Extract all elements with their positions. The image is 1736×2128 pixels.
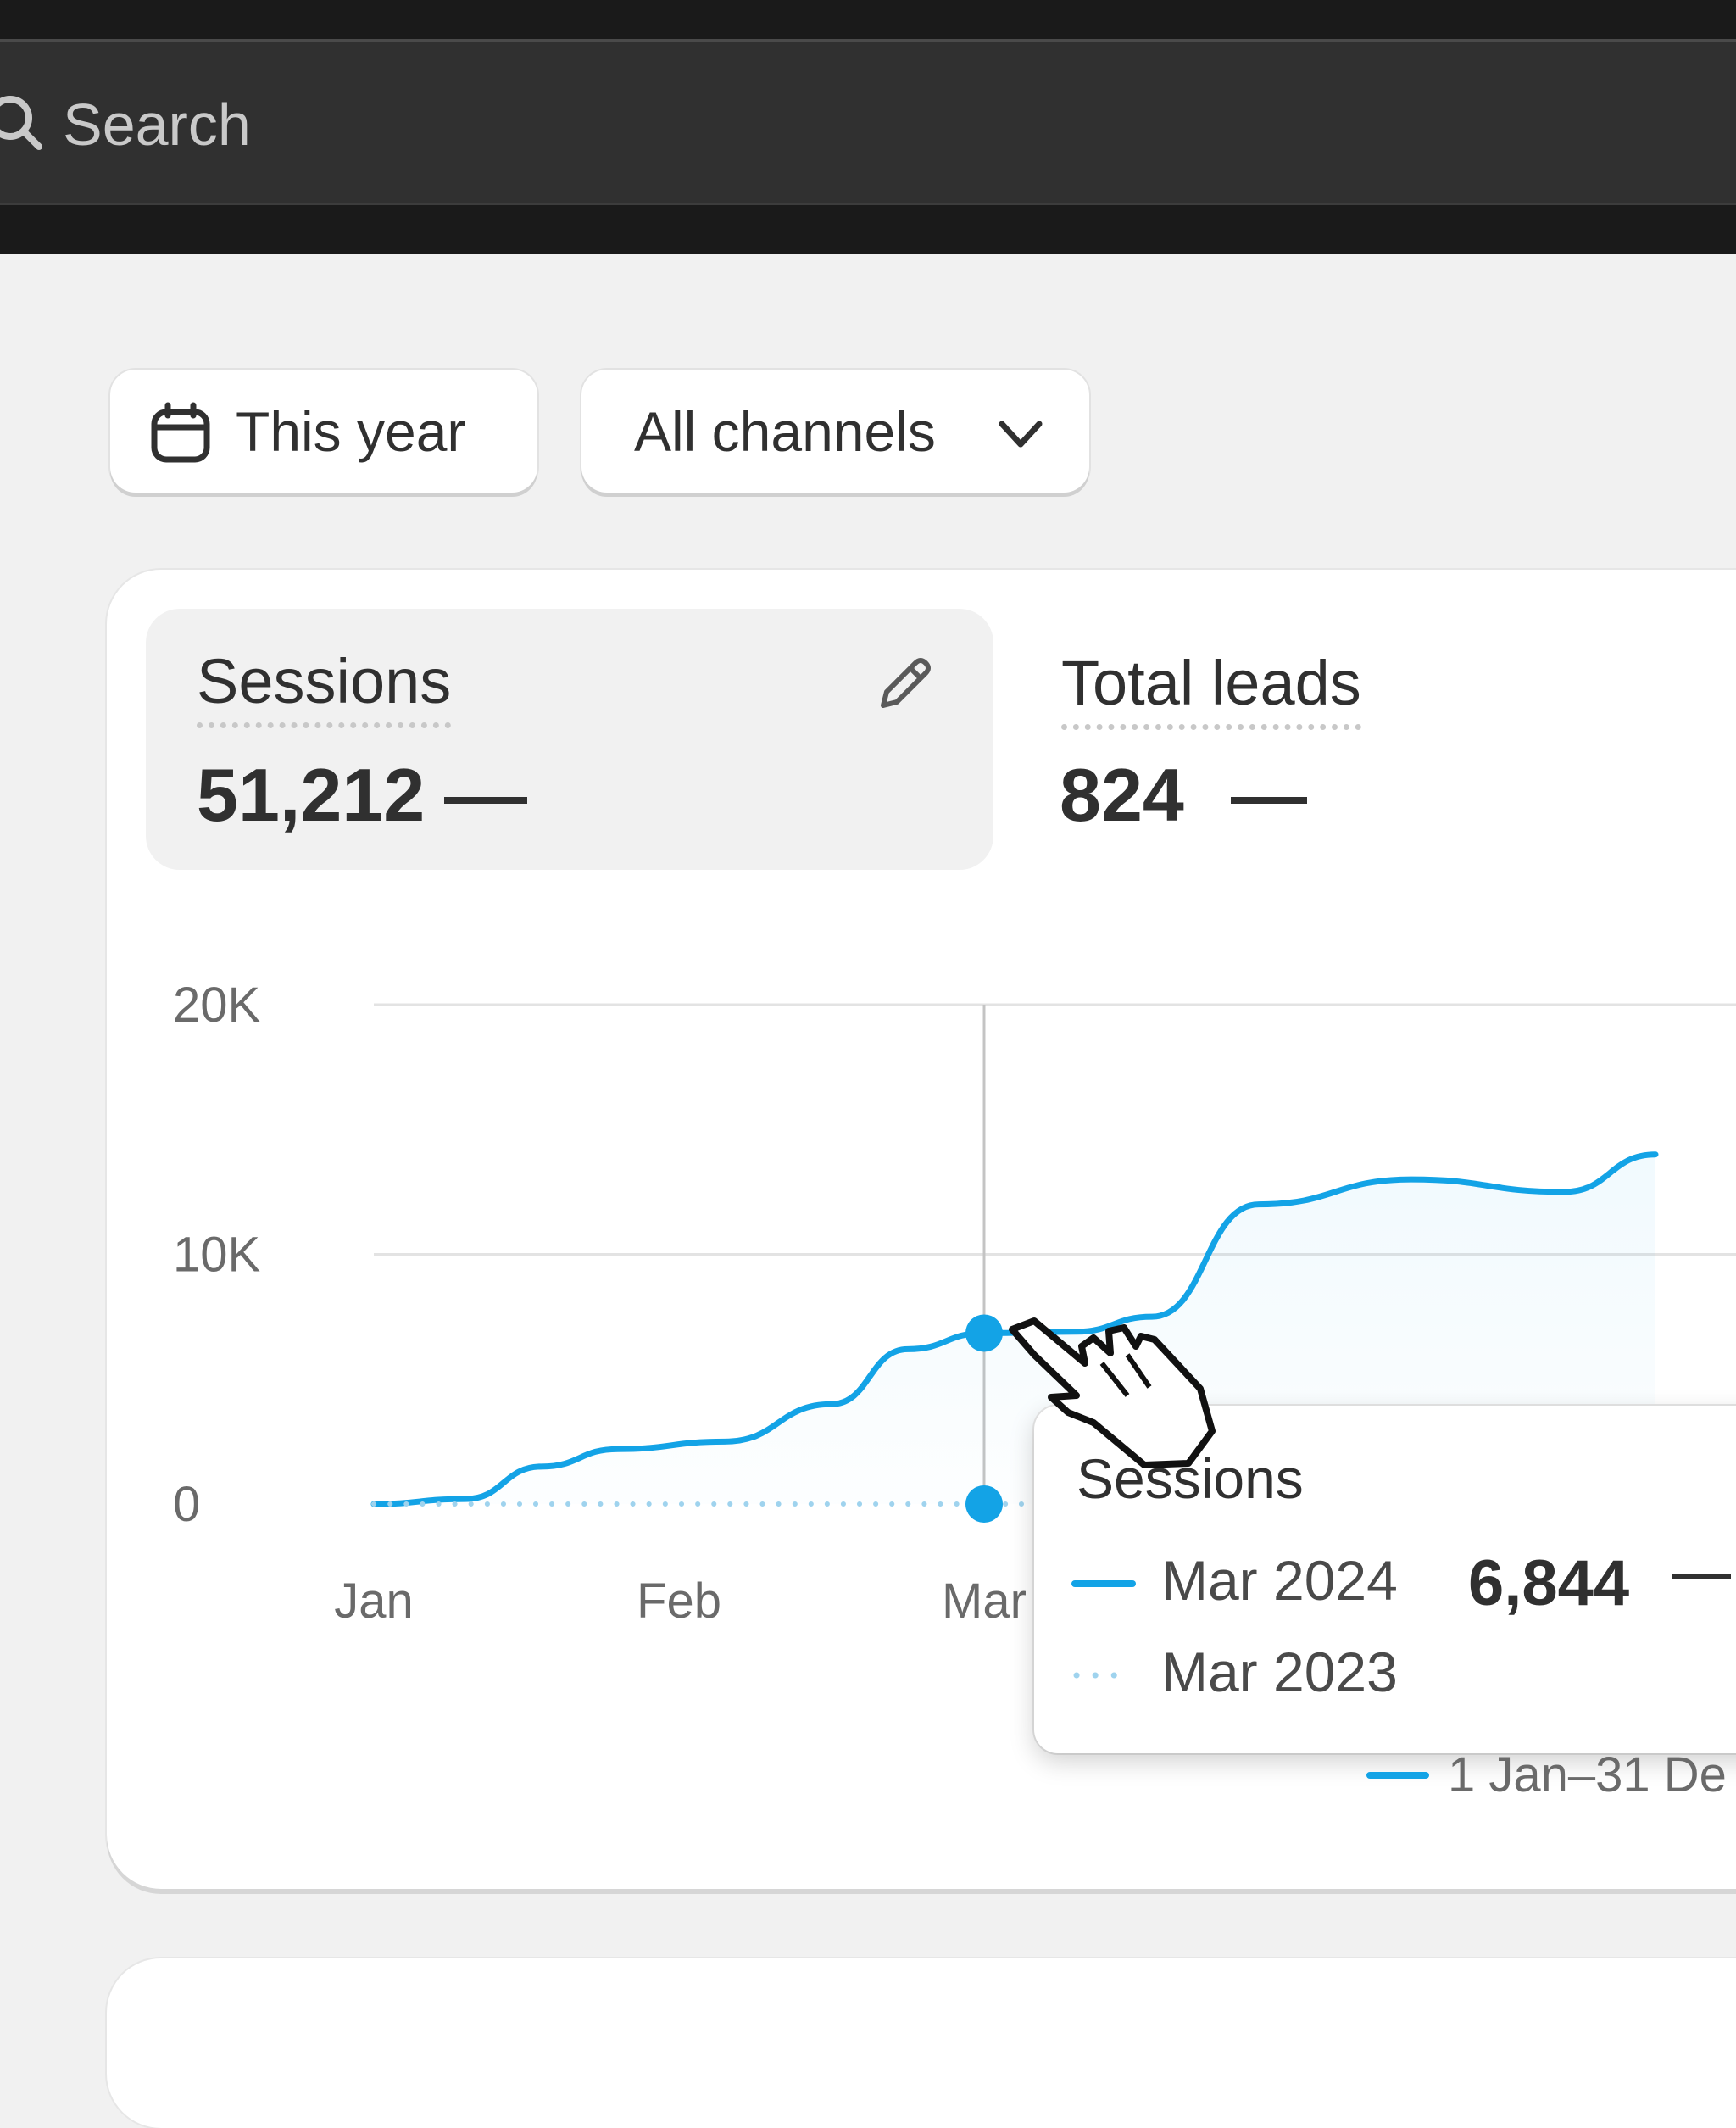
tooltip-dotted-swatch [1073,1672,1136,1679]
search-bar[interactable]: Search [0,39,1736,205]
secondary-card [107,1958,1736,2128]
sessions-label[interactable]: Sessions [197,646,452,728]
y-tick-label: 10K [173,1228,261,1283]
pencil-icon[interactable] [871,653,936,717]
top-bar: Search [0,0,1736,254]
point-current [965,1314,1003,1352]
tooltip-row-current-value: 6,844 [1468,1547,1630,1619]
sessions-metric[interactable]: Sessions 51,212 [146,609,993,870]
hand-cursor-icon [1009,1317,1216,1468]
search-placeholder[interactable]: Search [63,92,251,158]
x-tick-label: Feb [637,1574,721,1629]
sessions-change-dash [444,797,527,804]
x-tick-label: Jan [334,1574,414,1629]
tooltip-row-previous-label: Mar 2023 [1161,1641,1398,1703]
date-range-label: This year [236,400,466,463]
y-tick-label: 0 [173,1477,200,1532]
calendar-icon [151,402,210,463]
search-icon [0,96,42,150]
legend-date-range: 1 Jan–31 De [1448,1747,1727,1802]
tooltip-solid-swatch [1071,1580,1136,1587]
legend-swatch [1366,1772,1429,1779]
date-range-button[interactable]: This year [110,370,537,493]
total-leads-value: 824 [1060,753,1184,837]
tooltip-change-dash [1672,1574,1731,1579]
channels-dropdown[interactable]: All channels [581,370,1089,493]
tooltip-row-current-label: Mar 2024 [1161,1549,1398,1612]
y-tick-label: 20K [173,978,261,1033]
sessions-value: 51,212 [197,753,426,837]
x-tick-label: Mar [942,1574,1027,1629]
channels-label: All channels [634,400,936,463]
point-previous [965,1485,1003,1523]
total-leads-change-dash [1231,797,1307,804]
chevron-down-icon [999,421,1043,448]
total-leads-label[interactable]: Total leads [1061,648,1361,730]
